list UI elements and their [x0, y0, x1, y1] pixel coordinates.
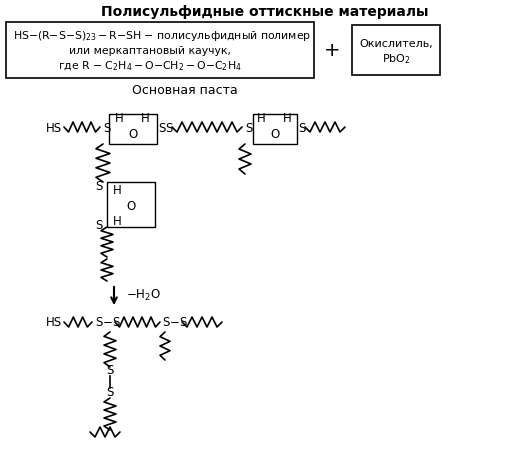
- Text: S: S: [95, 179, 103, 192]
- Text: где R $-$ C$_2$H$_4-$O$-$CH$_2-$O$-$C$_2$H$_4$: где R $-$ C$_2$H$_4-$O$-$CH$_2-$O$-$C$_2…: [58, 59, 242, 73]
- Text: H: H: [114, 112, 123, 125]
- Text: S$-$S: S$-$S: [95, 316, 121, 329]
- Text: или меркаптановый каучук,: или меркаптановый каучук,: [69, 46, 231, 56]
- Text: HS: HS: [46, 316, 62, 329]
- Bar: [6, 23, 314, 79]
- Bar: [109, 115, 157, 144]
- Bar: [352, 26, 440, 76]
- Text: S: S: [165, 121, 172, 134]
- Text: +: +: [324, 41, 340, 60]
- Text: S: S: [245, 121, 252, 134]
- Text: S: S: [103, 121, 110, 134]
- Text: S: S: [107, 386, 114, 399]
- Text: H: H: [112, 183, 121, 196]
- Text: HS: HS: [46, 121, 62, 134]
- Text: O: O: [128, 127, 138, 140]
- Text: Основная паста: Основная паста: [132, 83, 238, 96]
- Text: PbO$_2$: PbO$_2$: [382, 52, 410, 66]
- Text: S: S: [298, 121, 305, 134]
- Text: H: H: [140, 112, 149, 125]
- Text: HS$-$(R$-$S$-$S)$_{23}-$R$-$SH $-$ полисульфидный полимер: HS$-$(R$-$S$-$S)$_{23}-$R$-$SH $-$ полис…: [13, 29, 311, 43]
- Text: S$-$S: S$-$S: [162, 316, 188, 329]
- Bar: [253, 115, 297, 144]
- Text: O: O: [126, 199, 136, 212]
- Text: H: H: [112, 215, 121, 228]
- Text: S: S: [158, 121, 165, 134]
- Bar: [107, 182, 155, 227]
- Text: Окислитель,: Окислитель,: [359, 39, 433, 49]
- Text: H: H: [257, 112, 266, 125]
- Text: H: H: [282, 112, 292, 125]
- Text: S: S: [107, 364, 114, 377]
- Text: O: O: [270, 127, 280, 140]
- Text: $-$H$_2$O: $-$H$_2$O: [126, 287, 161, 302]
- Text: Полисульфидные оттискные материалы: Полисульфидные оттискные материалы: [101, 5, 429, 19]
- Text: S: S: [95, 219, 103, 232]
